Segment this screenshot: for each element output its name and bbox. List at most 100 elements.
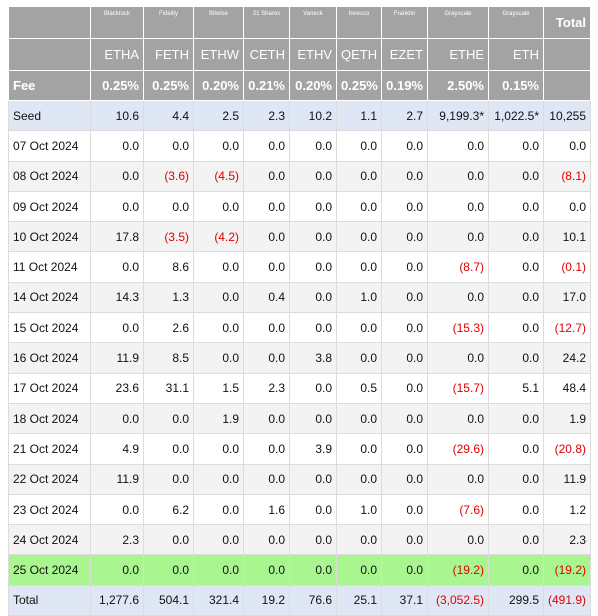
flow-value: (491.9): [543, 584, 591, 616]
flow-value: 0.0: [381, 130, 428, 162]
flow-value: 0.0: [427, 281, 489, 314]
row-label: 11 Oct 2024: [8, 251, 91, 283]
empty-cell: [543, 70, 591, 101]
fee-label: Fee: [8, 70, 91, 101]
ticker: ETHE: [427, 38, 489, 71]
flow-value: 0.0: [381, 463, 428, 495]
flow-value: 0.0: [90, 402, 144, 435]
flow-value: 0.0: [488, 190, 544, 223]
flow-value: (3.5): [143, 221, 194, 253]
issuer-name: 21 Shares: [243, 6, 290, 39]
flow-value: 0.0: [289, 463, 337, 495]
flow-value: 11.9: [90, 342, 144, 374]
flow-value: 0.0: [193, 312, 244, 344]
row-label: 24 Oct 2024: [8, 524, 91, 556]
flow-value: 0.0: [193, 554, 244, 586]
flow-value: 0.0: [427, 524, 489, 556]
flow-value: 1,277.6: [90, 584, 144, 616]
flow-value: 0.0: [336, 251, 382, 283]
flow-value: 0.0: [289, 221, 337, 253]
flow-value: 11.9: [543, 463, 591, 495]
flow-value: 4.9: [90, 433, 144, 465]
flow-value: 0.0: [381, 433, 428, 465]
flow-value: 0.5: [336, 372, 382, 404]
flow-value: 0.0: [143, 130, 194, 162]
fee: 2.50%: [427, 70, 489, 101]
flow-value: 0.0: [427, 463, 489, 495]
flow-value: 0.0: [427, 342, 489, 374]
ticker-row: ETHA FETH ETHW CETH ETHV QETH EZET ETHE ETH: [8, 38, 591, 71]
flow-value: 76.6: [289, 584, 337, 616]
row-label: 10 Oct 2024: [8, 221, 91, 253]
flow-value: 48.4: [543, 372, 591, 404]
flow-value: 0.0: [193, 251, 244, 283]
ticker: ETH: [488, 38, 544, 71]
issuer-name: Vaneck: [289, 6, 337, 39]
flow-value: 0.0: [488, 160, 544, 192]
fee-row: Fee 0.25% 0.25% 0.20% 0.21% 0.20% 0.25% 0.19% 2.…: [8, 70, 591, 101]
flow-value: (15.7): [427, 372, 489, 404]
flow-value: 2.7: [381, 99, 428, 132]
flow-value: 0.0: [90, 312, 144, 344]
issuer-name: Fidelity: [143, 6, 194, 39]
flow-value: 0.0: [243, 463, 290, 495]
issuer-row: Blackrock Fidelity Bitwise 21 Shares Vaneck I…: [8, 6, 591, 39]
flow-value: 0.0: [381, 524, 428, 556]
flow-value: 0.0: [488, 281, 544, 314]
flow-value: 2.3: [243, 372, 290, 404]
flow-value: 0.0: [143, 190, 194, 223]
flow-value: 0.0: [243, 342, 290, 374]
fee: 0.20%: [289, 70, 337, 101]
flow-value: 0.0: [381, 312, 428, 344]
flow-value: 10.1: [543, 221, 591, 253]
flow-value: 0.0: [427, 221, 489, 253]
issuer-name: Bitwise: [193, 6, 244, 39]
data-row: 22 Oct 2024 11.9 0.0 0.0 0.0 0.0 0.0 0.0 0.0 0.0 1…: [8, 463, 591, 495]
data-row: 17 Oct 2024 23.6 31.1 1.5 2.3 0.0 0.5 0.0 (15.7)…: [8, 372, 591, 404]
ticker: EZET: [381, 38, 428, 71]
ticker: ETHA: [90, 38, 144, 71]
flow-value: (3.6): [143, 160, 194, 192]
flow-value: (7.6): [427, 493, 489, 526]
row-label: 15 Oct 2024: [8, 312, 91, 344]
flow-value: 0.0: [427, 402, 489, 435]
fee: 0.15%: [488, 70, 544, 101]
total-header: Total: [543, 6, 591, 39]
flow-value: 19.2: [243, 584, 290, 616]
flow-value: 0.0: [289, 190, 337, 223]
flow-value: 10.6: [90, 99, 144, 132]
flow-value: 0.0: [488, 493, 544, 526]
flow-value: 0.0: [381, 160, 428, 192]
flow-value: 10.2: [289, 99, 337, 132]
issuer-name: Franklin: [381, 6, 428, 39]
flow-value: 0.0: [289, 251, 337, 283]
flow-value: 31.1: [143, 372, 194, 404]
flow-value: (29.6): [427, 433, 489, 465]
flow-value: 0.0: [143, 524, 194, 556]
flow-value: 1.9: [543, 402, 591, 435]
flow-value: 0.0: [336, 130, 382, 162]
flow-value: 0.0: [381, 554, 428, 586]
data-row: 24 Oct 2024 2.3 0.0 0.0 0.0 0.0 0.0 0.0 0.0 0.0 2.…: [8, 524, 591, 556]
flow-value: (4.2): [193, 221, 244, 253]
flow-value: 0.0: [289, 493, 337, 526]
flow-value: 3.8: [289, 342, 337, 374]
flow-value: 504.1: [143, 584, 194, 616]
flow-value: 0.0: [488, 251, 544, 283]
flow-value: (20.8): [543, 433, 591, 465]
row-label: 08 Oct 2024: [8, 160, 91, 192]
flow-value: 2.5: [193, 99, 244, 132]
ticker: QETH: [336, 38, 382, 71]
flow-value: 5.1: [488, 372, 544, 404]
data-row: Seed 10.6 4.4 2.5 2.3 10.2 1.1 2.7 9,199.3* 1,022…: [8, 99, 591, 132]
flow-value: 0.0: [381, 251, 428, 283]
ticker: ETHV: [289, 38, 337, 71]
flow-value: 0.0: [488, 524, 544, 556]
flow-value: (4.5): [193, 160, 244, 192]
data-row: 25 Oct 2024 0.0 0.0 0.0 0.0 0.0 0.0 0.0 (19.2) 0.…: [8, 554, 591, 586]
data-row: 09 Oct 2024 0.0 0.0 0.0 0.0 0.0 0.0 0.0 0.0 0.0 0.…: [8, 190, 591, 223]
flow-value: 1.5: [193, 372, 244, 404]
flow-value: (3,052.5): [427, 584, 489, 616]
data-row: 14 Oct 2024 14.3 1.3 0.0 0.4 0.0 1.0 0.0 0.0 0.0 1…: [8, 281, 591, 314]
flow-value: 1.9: [193, 402, 244, 435]
